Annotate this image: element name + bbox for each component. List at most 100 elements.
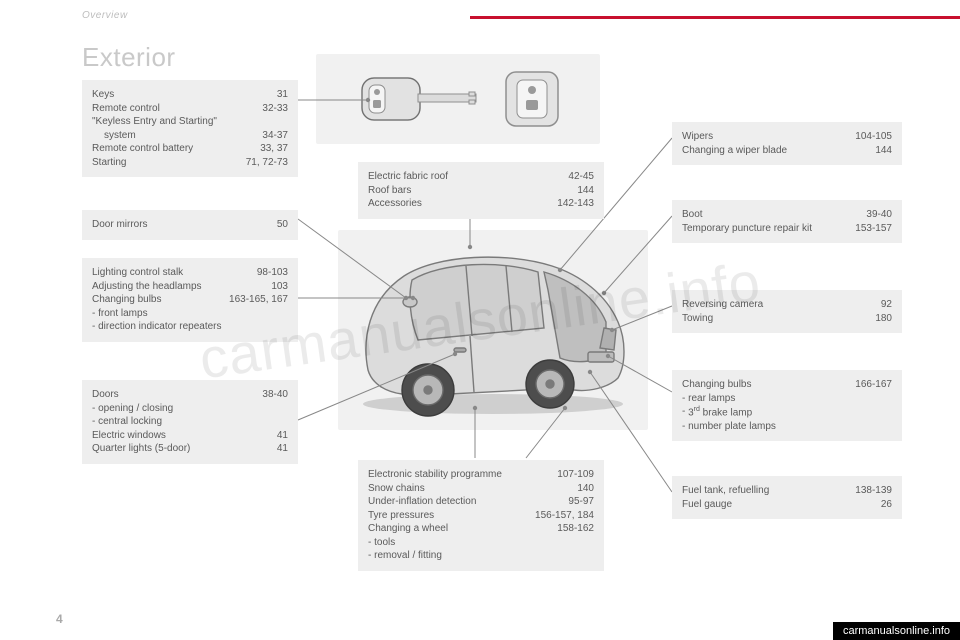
box-doors: Doors 38-40opening / closingcentral locki…: [82, 380, 298, 464]
info-label: Door mirrors: [92, 218, 160, 232]
info-row: Quarter lights (5-door) 41: [92, 442, 288, 456]
info-label: Remote control: [92, 102, 172, 116]
info-page-ref: 104-105: [855, 130, 892, 144]
info-page-ref: 34-37: [262, 129, 288, 143]
info-row: Changing bulbs 166-167: [682, 378, 892, 392]
info-row: Electronic stability programme107-109: [368, 468, 594, 482]
info-row: "Keyless Entry and Starting": [92, 115, 288, 129]
box-lighting: Lighting control stalk98-103Adjusting th…: [82, 258, 298, 342]
info-row: Accessories 142-143: [368, 197, 594, 211]
info-page-ref: 31: [277, 88, 288, 102]
box-fuel: Fuel tank, refuelling138-139Fuel gauge 26: [672, 476, 902, 519]
info-page-ref: 92: [881, 298, 892, 312]
info-row: Doors 38-40: [92, 388, 288, 402]
info-page-ref: 140: [577, 482, 594, 496]
info-page-ref: 142-143: [557, 197, 594, 211]
info-label: Adjusting the headlamps: [92, 280, 214, 294]
info-bullet: removal / fitting: [368, 549, 594, 563]
info-bullet: number plate lamps: [682, 420, 892, 434]
info-label: Wipers: [682, 130, 725, 144]
info-label: Roof bars: [368, 184, 423, 198]
info-page-ref: 98-103: [257, 266, 288, 280]
box-reversing: Reversing camera 92 Towing 180: [672, 290, 902, 333]
info-row: Wipers 104-105: [682, 130, 892, 144]
info-row: Lighting control stalk 98-103: [92, 266, 288, 280]
info-page-ref: 39-40: [866, 208, 892, 222]
info-label: Lighting control stalk: [92, 266, 195, 280]
info-label: Electric windows: [92, 429, 178, 443]
info-label: Changing bulbs: [92, 293, 174, 307]
info-row: Fuel gauge 26: [682, 498, 892, 512]
info-page-ref: 180: [875, 312, 892, 326]
info-page-ref: 103: [271, 280, 288, 294]
info-bullet: opening / closing: [92, 402, 288, 416]
info-page-ref: 144: [875, 144, 892, 158]
info-bullet: 3rd brake lamp: [682, 405, 892, 420]
info-row: Adjusting the headlamps 103: [92, 280, 288, 294]
info-label: "Keyless Entry and Starting": [92, 115, 229, 129]
info-label: Accessories: [368, 197, 434, 211]
info-label: Quarter lights (5-door): [92, 442, 202, 456]
info-page-ref: 166-167: [855, 378, 892, 392]
manual-page: Overview Exterior 4: [0, 0, 960, 640]
info-label: system: [92, 129, 148, 143]
info-label: Remote control battery: [92, 142, 205, 156]
info-row: Remote control 32-33: [92, 102, 288, 116]
info-label: Temporary puncture repair kit: [682, 222, 824, 236]
info-bullet: tools: [368, 536, 594, 550]
info-bullet: front lamps: [92, 307, 288, 321]
page-number: 4: [56, 612, 63, 626]
keys-illustration: [316, 54, 600, 144]
info-row: Roof bars 144: [368, 184, 594, 198]
info-page-ref: 26: [881, 498, 892, 512]
info-label: Keys: [92, 88, 126, 102]
info-row: Tyre pressures 156-157, 184: [368, 509, 594, 523]
info-row: Electric windows 41: [92, 429, 288, 443]
info-page-ref: 33, 37: [260, 142, 288, 156]
info-row: Towing 180: [682, 312, 892, 326]
info-label: Towing: [682, 312, 725, 326]
info-label: Snow chains: [368, 482, 437, 496]
info-page-ref: 41: [277, 442, 288, 456]
info-label: Changing bulbs: [682, 378, 764, 392]
box-door-mirrors: Door mirrors 50: [82, 210, 298, 240]
info-bullet: direction indicator repeaters: [92, 320, 288, 334]
info-bullet: rear lamps: [682, 392, 892, 406]
info-row: Remote control battery 33, 37: [92, 142, 288, 156]
info-label: Changing a wheel: [368, 522, 460, 536]
info-row: Electric fabric roof42-45: [368, 170, 594, 184]
info-page-ref: 144: [577, 184, 594, 198]
info-label: Tyre pressures: [368, 509, 446, 523]
info-page-ref: 42-45: [568, 170, 594, 184]
info-label: Under-inflation detection: [368, 495, 488, 509]
info-row: system 34-37: [92, 129, 288, 143]
section-label: Overview: [82, 10, 128, 21]
info-label: Reversing camera: [682, 298, 775, 312]
info-row: Snow chains 140: [368, 482, 594, 496]
info-row: Door mirrors 50: [92, 218, 288, 232]
info-page-ref: 156-157, 184: [535, 509, 594, 523]
info-row: Changing a wiper blade144: [682, 144, 892, 158]
info-row: Reversing camera 92: [682, 298, 892, 312]
info-label: Starting: [92, 156, 138, 170]
info-row: Boot39-40: [682, 208, 892, 222]
info-bullet: central locking: [92, 415, 288, 429]
page-title: Exterior: [82, 42, 176, 73]
info-label: Fuel tank, refuelling: [682, 484, 781, 498]
info-row: Fuel tank, refuelling138-139: [682, 484, 892, 498]
info-page-ref: 153-157: [855, 222, 892, 236]
info-label: Fuel gauge: [682, 498, 744, 512]
info-label: Doors: [92, 388, 131, 402]
info-page-ref: 163-165, 167: [229, 293, 288, 307]
info-label: Electronic stability programme: [368, 468, 514, 482]
source-link: carmanualsonline.info: [833, 622, 960, 640]
info-page-ref: 32-33: [262, 102, 288, 116]
box-boot: Boot39-40Temporary puncture repair kit 15…: [672, 200, 902, 243]
info-page-ref: 95-97: [568, 495, 594, 509]
info-page-ref: 50: [277, 218, 288, 232]
info-page-ref: 38-40: [262, 388, 288, 402]
info-page-ref: 41: [277, 429, 288, 443]
header-accent-bar: [470, 16, 960, 19]
info-page-ref: 71, 72-73: [246, 156, 288, 170]
info-row: Temporary puncture repair kit 153-157: [682, 222, 892, 236]
